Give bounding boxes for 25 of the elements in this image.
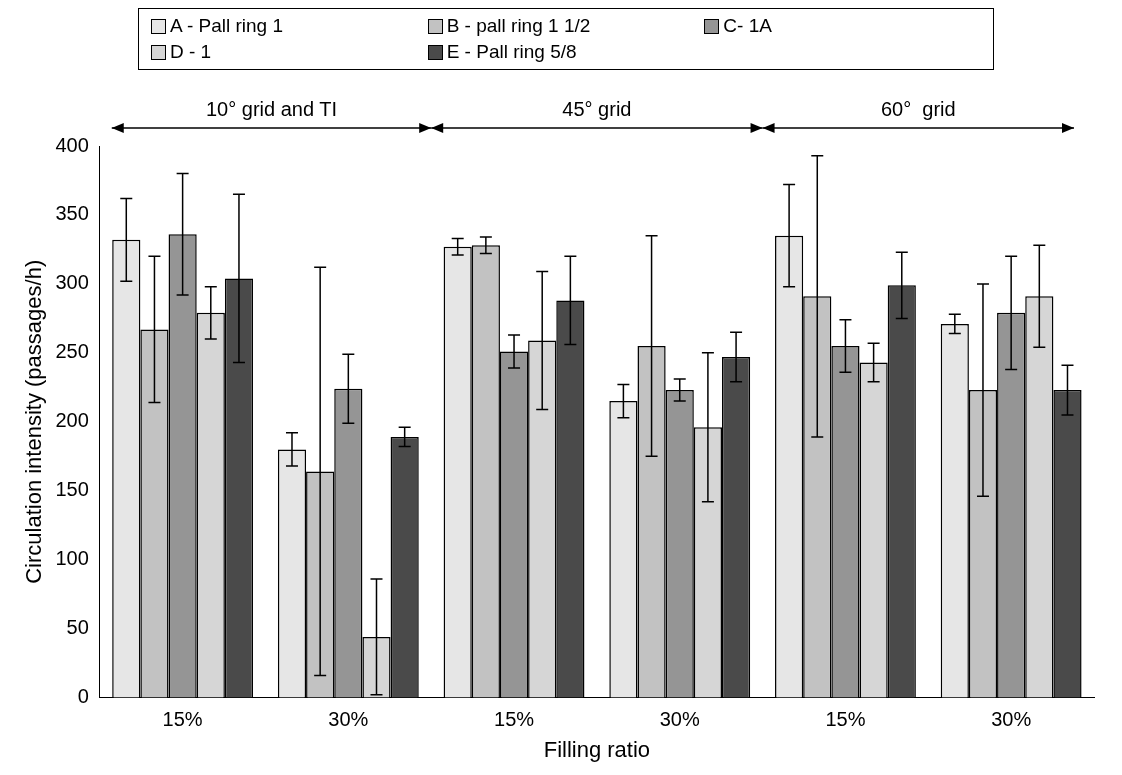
x-tick-label: 30% [659,708,700,731]
y-tick-label: 50 [66,616,89,639]
text: 45° grid [562,97,632,120]
text: 60° grid [880,97,956,120]
text: 10° grid and TI [205,97,337,120]
y-axis-title: Circulation intensity (passages/h) [21,259,47,584]
legend-label: D - 1 [170,41,212,63]
y-tick-label: 200 [55,409,89,432]
y-tick-label: 350 [55,202,89,225]
y-tick-label: 300 [55,271,89,294]
x-tick-label: 15% [825,708,866,731]
x-tick-label: 30% [328,708,369,731]
x-tick-label: 30% [991,708,1032,731]
x-tick-label: 15% [494,708,535,731]
x-axis-title: Filling ratio [543,736,651,762]
y-tick-label: 100 [55,547,89,570]
y-tick-label: 0 [77,685,89,708]
legend-label: B - pall ring 1 1/2 [446,15,591,37]
y-tick-label: 150 [55,478,89,501]
legend-label: A - Pall ring 1 [170,15,283,37]
legend-label: E - Pall ring 5/8 [446,41,577,63]
y-tick-label: 250 [55,340,89,363]
x-tick-label: 15% [162,708,203,731]
legend-label: C- 1A [723,15,772,37]
y-tick-label: 400 [55,133,89,156]
